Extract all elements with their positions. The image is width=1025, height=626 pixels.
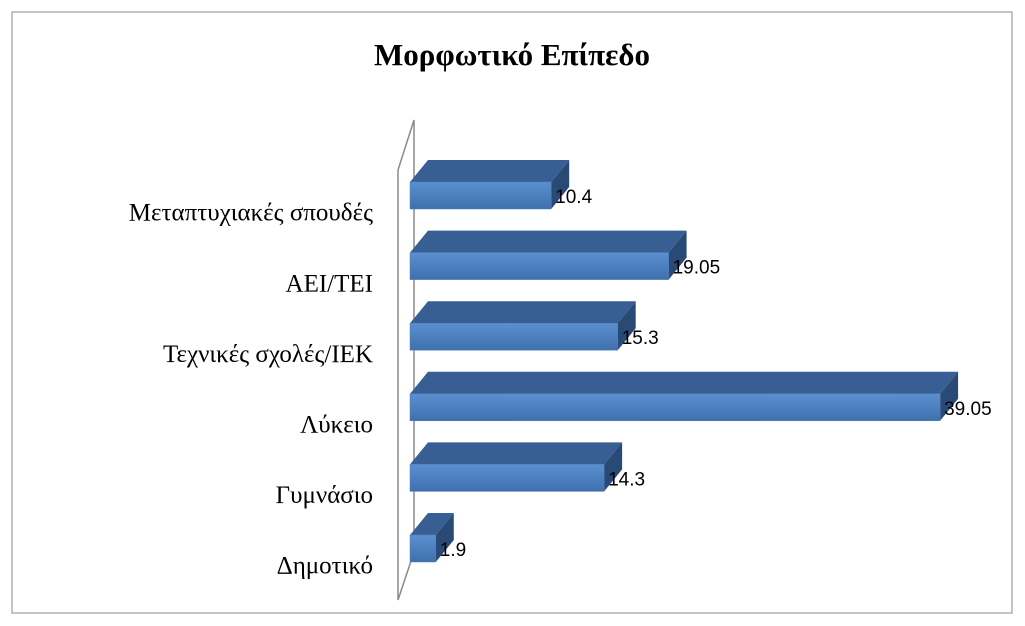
bar-side: [551, 160, 570, 209]
bar-side: [940, 371, 959, 421]
data-label: 1.9: [440, 540, 466, 561]
y-tick-label: Μεταπτυχιακές σπουδές: [129, 200, 373, 227]
y-tick-label: Τεχνικές σχολές/ΙΕΚ: [163, 341, 373, 368]
data-label: 39.05: [944, 399, 992, 420]
bar-top: [410, 371, 959, 394]
y-tick-label: Λύκειο: [300, 412, 373, 439]
bar: [409, 322, 618, 351]
bar: [409, 181, 552, 210]
plot-area: Μεταπτυχιακές σπουδές 10.4 ΑΕΙ/ΤΕΙ 19.05 Τεχ…: [129, 160, 992, 580]
bar-top: [410, 160, 570, 182]
bar-top: [410, 442, 623, 465]
bar-top: [410, 301, 636, 324]
bar-side: [604, 442, 623, 492]
bar-top: [410, 513, 454, 535]
chart-title: Μορφωτικό Επίπεδο: [374, 37, 650, 72]
bar-side: [617, 301, 636, 351]
data-label: 14.3: [608, 469, 645, 490]
bar: [409, 393, 941, 422]
y-tick-label: Δημοτικό: [277, 553, 373, 580]
data-label: 19.05: [673, 258, 721, 279]
bar: [409, 534, 437, 563]
bar-top: [410, 230, 687, 253]
data-label: 15.3: [622, 328, 659, 349]
bar-side: [668, 230, 687, 280]
bar: [409, 252, 669, 280]
bar: [409, 464, 605, 492]
data-label: 10.4: [555, 187, 592, 208]
y-tick-label: ΑΕΙ/ΤΕΙ: [286, 270, 373, 297]
bar-side: [435, 513, 454, 562]
y-tick-label: Γυμνάσιο: [276, 482, 373, 509]
